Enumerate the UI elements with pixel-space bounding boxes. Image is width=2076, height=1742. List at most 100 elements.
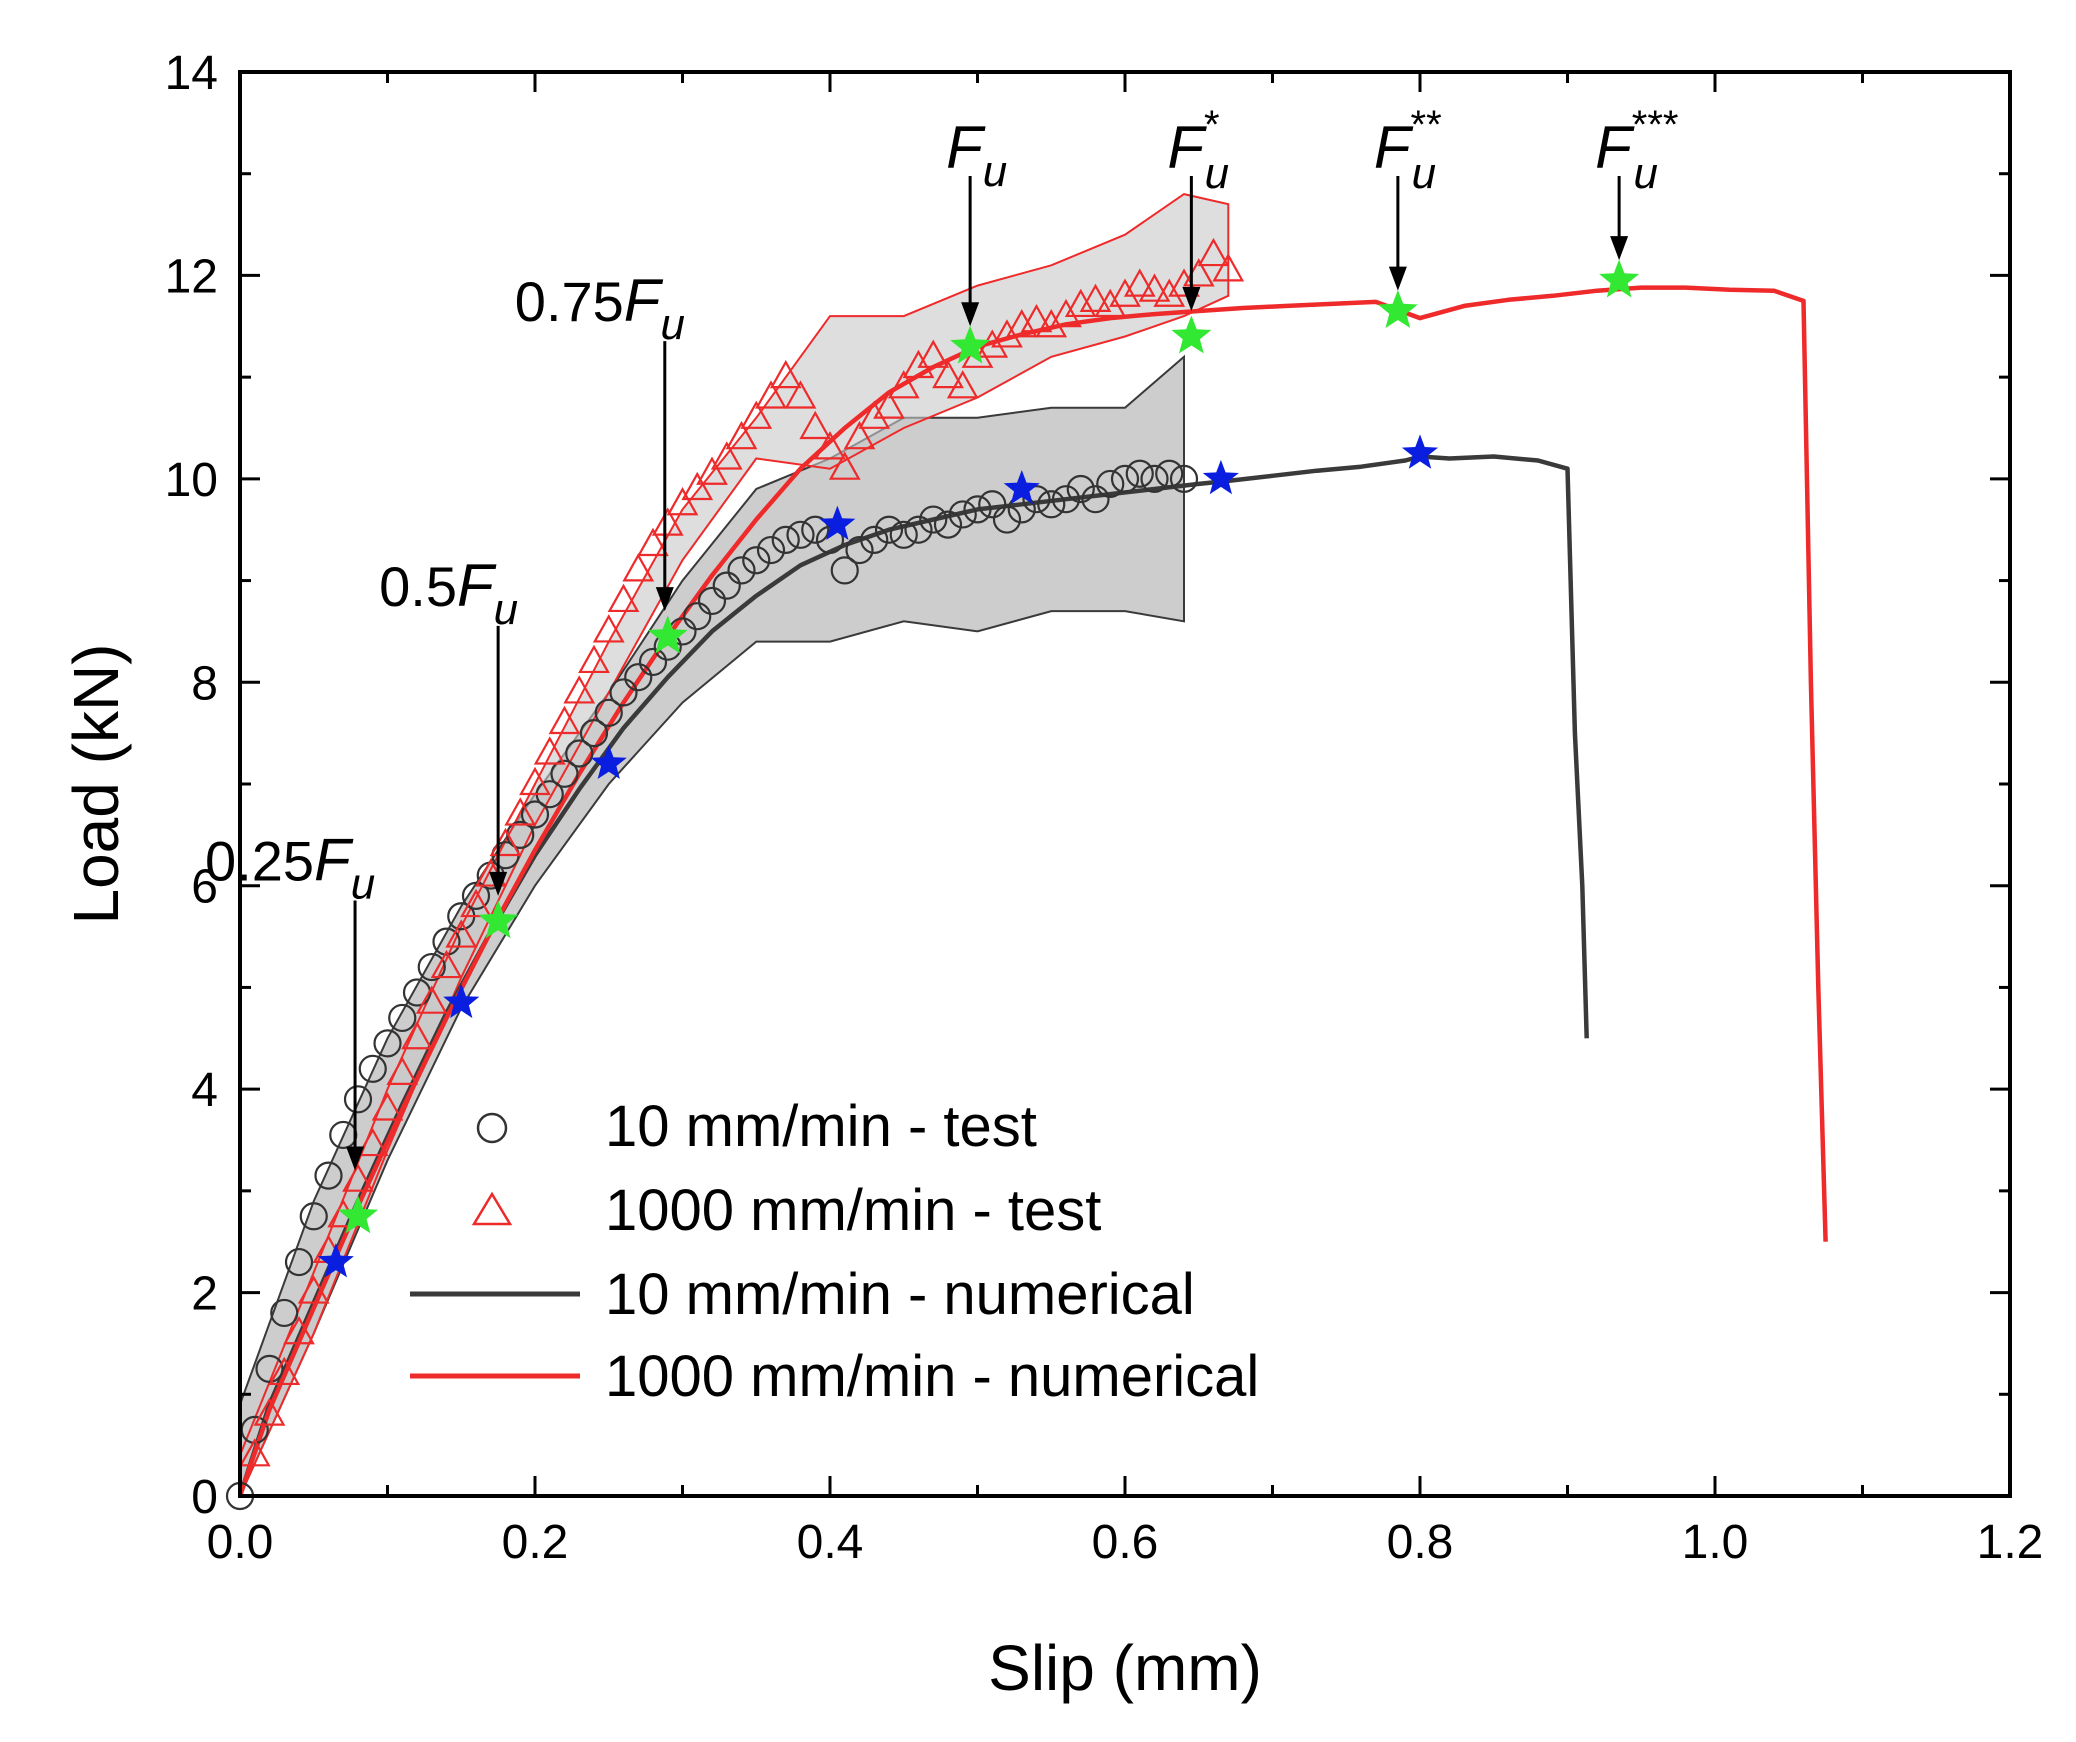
triangle-marker [681,471,714,501]
triangle-marker [710,441,743,470]
triangle-marker [991,319,1023,348]
blue-star-marker [1003,470,1040,505]
circle-marker [948,500,977,529]
circle-marker [727,556,756,585]
series-10mm-test [225,459,1199,1511]
triangle-marker [548,705,581,735]
circle-marker [786,520,815,549]
circle-marker [270,1298,299,1328]
y-tick-label: 6 [191,861,218,914]
legend-label: 10 mm/min - test [605,1094,1037,1159]
triangle-marker [873,390,905,419]
circle-marker [712,571,741,600]
y-tick-label: 0 [191,1471,218,1524]
green-star-marker [1171,315,1212,354]
load-annotation: 0.5Fu [379,552,518,896]
triangle-marker [1064,288,1097,318]
triangle-marker [828,451,861,480]
circle-marker [1066,474,1095,504]
y-tick-label: 14 [165,47,218,100]
triangle-marker [401,1021,433,1050]
triangle-marker [415,985,448,1014]
annotation-arrowhead [655,587,674,612]
triangle-marker [1050,298,1082,328]
triangle-marker [533,736,566,765]
triangle-marker [666,487,699,516]
series-line-1000mm-numerical [237,285,1828,1497]
load-annotation: F*** u [1595,103,1678,261]
legend-label: 10 mm/min - numerical [605,1262,1195,1327]
x-tick-label: 0.6 [1092,1516,1159,1569]
circle-marker [1169,464,1199,493]
circle-marker [565,739,594,768]
triangle-marker [946,370,979,399]
legend-entry: 10 mm/min - test [476,1094,1037,1159]
legend-triangle-icon [471,1191,513,1226]
circle-marker [624,663,653,692]
triangle-marker [1094,288,1127,318]
triangle-marker [814,431,846,460]
circle-marker [1022,485,1051,514]
triangle-marker [238,1438,271,1467]
triangle-marker [386,1056,419,1085]
green-star-marker [1599,259,1640,298]
triangle-marker [460,888,492,918]
annotation-label: 0.25Fu [205,827,375,909]
annotation-label: 0.75Fu [515,267,685,349]
triangle-marker [592,614,625,643]
triangle-marker [622,553,655,582]
annotation-label: F*** u [1595,103,1678,198]
triangle-marker [356,1127,389,1157]
circle-marker [874,515,904,544]
circle-marker [742,546,771,575]
annotation-label: Fu [946,114,1007,196]
triangle-marker [445,919,478,948]
x-tick-label: 1.2 [1977,1516,2044,1569]
circle-marker [358,1054,387,1083]
circle-marker [432,927,461,956]
circle-marker [1125,459,1154,488]
triangle-marker [784,380,817,409]
legend: 10 mm/min - test 1000 mm/min - test 10 mm/… [410,1094,1259,1409]
x-tick-label: 0.8 [1387,1516,1454,1569]
annotation-label: F* u [1167,103,1229,198]
circle-marker [683,602,712,631]
triangle-marker [917,339,950,368]
circle-marker [299,1202,328,1231]
y-tick-label: 10 [165,454,218,507]
y-axis-title: Load (kN) [60,644,132,925]
annotation-arrowhead [346,1146,365,1171]
circle-marker [609,678,638,707]
y-tick-label: 4 [191,1064,218,1117]
circle-marker [461,881,491,910]
triangle-marker [1197,237,1230,267]
triangle-marker [1138,273,1171,302]
triangle-marker [799,410,832,440]
legend-circle-icon [476,1112,508,1144]
x-tick-label: 1.0 [1682,1516,1749,1569]
x-tick-label: 0.2 [502,1516,569,1569]
green-star-marker [1377,290,1418,328]
annotation-arrowhead [961,302,980,327]
triangle-marker [887,370,920,399]
triangle-marker [696,456,728,485]
green-star-marker [950,325,991,364]
annotation-arrowhead [1182,287,1201,312]
load-annotation: 0.75Fu [515,267,685,612]
blue-star-marker [819,505,856,540]
annotation-arrowhead [1610,236,1629,261]
legend-entry: 1000 mm/min - numerical [410,1344,1259,1409]
circle-marker [343,1085,373,1114]
plot-area [225,193,1828,1511]
circle-marker [919,505,948,534]
circle-marker [845,535,874,565]
legend-label: 1000 mm/min - numerical [605,1344,1259,1409]
triangle-marker [578,644,610,674]
annotation-label: F** u [1374,103,1442,198]
circle-marker [801,515,830,544]
triangle-marker [769,359,802,389]
circle-marker [1110,464,1140,493]
circle-marker [1155,459,1184,488]
circle-marker [904,515,933,544]
triangle-marker [725,420,758,450]
